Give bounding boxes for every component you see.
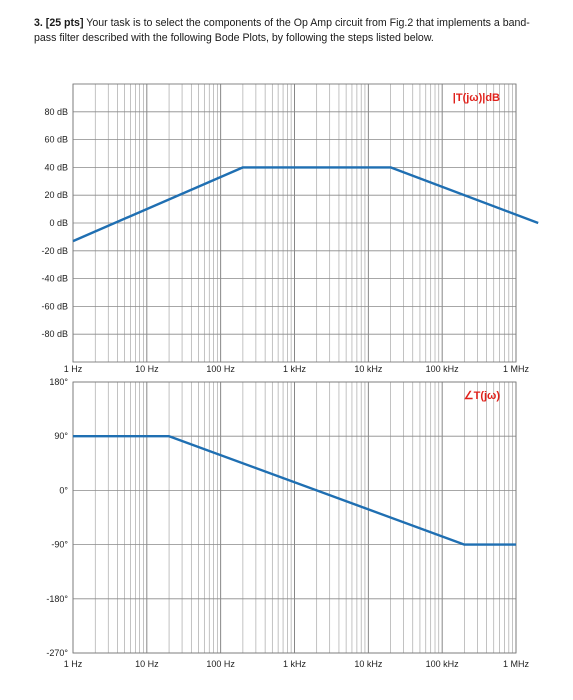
y-tick-label: 90° xyxy=(54,431,68,441)
y-tick-label: -90° xyxy=(51,540,68,550)
x-tick-label: 10 kHz xyxy=(354,364,383,374)
phase-plot: 180° 90° 0° -90° -180° -270°1 Hz 10 Hz 100 Hz 1 … xyxy=(46,377,529,669)
y-tick-label: 80 dB xyxy=(44,107,68,117)
x-tick-label: 10 Hz xyxy=(135,364,159,374)
x-tick-label: 1 MHz xyxy=(503,364,530,374)
x-tick-label: 100 Hz xyxy=(206,364,235,374)
y-tick-label: -270° xyxy=(46,648,68,658)
y-tick-label: 20 dB xyxy=(44,190,68,200)
plot-frame xyxy=(72,83,517,363)
plot-title: ∠T(jω) xyxy=(464,390,501,402)
series-line xyxy=(73,435,516,546)
x-tick-label: 1 MHz xyxy=(503,659,530,669)
x-tick-label: 100 kHz xyxy=(426,364,460,374)
y-tick-label: 0 dB xyxy=(49,218,68,228)
question-points: [25 pts] xyxy=(45,17,84,29)
y-tick-label: 180° xyxy=(49,377,68,387)
plot-title: |T(jω)|dB xyxy=(453,92,500,104)
x-tick-label: 100 kHz xyxy=(426,659,460,669)
y-tick-label: 40 dB xyxy=(44,162,68,172)
x-tick-label: 10 Hz xyxy=(135,659,159,669)
x-tick-label: 1 Hz xyxy=(64,364,83,374)
plot-frame xyxy=(72,381,517,654)
y-tick-label: -80 dB xyxy=(41,329,68,339)
question-body: Your task is to select the components of… xyxy=(34,17,530,44)
magnitude-plot: 80 dB 60 dB 40 dB 20 dB 0 dB -20 dB -40 dB -60 … xyxy=(41,83,539,374)
y-tick-label: -20 dB xyxy=(41,246,68,256)
y-tick-label: -60 dB xyxy=(41,301,68,311)
x-tick-label: 1 kHz xyxy=(283,364,307,374)
question-text: 3. [25 pts] Your task is to select the c… xyxy=(34,16,544,46)
x-tick-label: 1 kHz xyxy=(283,659,307,669)
series-line xyxy=(72,166,539,243)
x-tick-label: 100 Hz xyxy=(206,659,235,669)
y-tick-label: -40 dB xyxy=(41,274,68,284)
x-tick-label: 10 kHz xyxy=(354,659,383,669)
y-tick-label: 0° xyxy=(59,485,68,495)
x-tick-label: 1 Hz xyxy=(64,659,83,669)
question-number: 3. xyxy=(34,17,43,29)
y-tick-label: 60 dB xyxy=(44,135,68,145)
y-tick-label: -180° xyxy=(46,594,68,604)
